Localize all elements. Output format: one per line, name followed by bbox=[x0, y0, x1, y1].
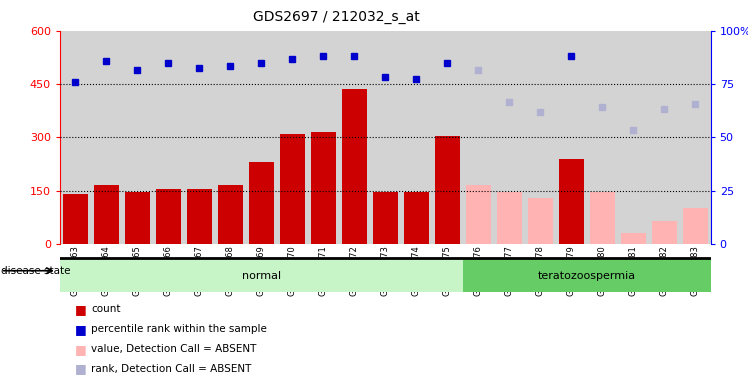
Bar bbox=[494, 31, 524, 244]
Text: rank, Detection Call = ABSENT: rank, Detection Call = ABSENT bbox=[91, 364, 251, 374]
FancyBboxPatch shape bbox=[60, 259, 463, 292]
Bar bbox=[524, 31, 556, 244]
Bar bbox=[373, 192, 398, 244]
Text: disease state: disease state bbox=[1, 266, 70, 276]
Bar bbox=[680, 31, 711, 244]
Bar bbox=[125, 192, 150, 244]
Bar bbox=[187, 189, 212, 244]
Text: GDS2697 / 212032_s_at: GDS2697 / 212032_s_at bbox=[254, 10, 420, 23]
FancyBboxPatch shape bbox=[463, 259, 711, 292]
Bar bbox=[683, 208, 708, 244]
Bar bbox=[60, 31, 91, 244]
Bar bbox=[370, 31, 401, 244]
Bar bbox=[559, 159, 583, 244]
Bar bbox=[618, 31, 649, 244]
Bar bbox=[589, 192, 615, 244]
Bar bbox=[311, 132, 336, 244]
Bar bbox=[528, 198, 553, 244]
Bar bbox=[649, 31, 680, 244]
Text: normal: normal bbox=[242, 271, 280, 281]
Text: ■: ■ bbox=[75, 362, 87, 376]
Bar bbox=[218, 185, 242, 244]
Bar bbox=[184, 31, 215, 244]
Bar bbox=[280, 134, 304, 244]
Bar bbox=[63, 194, 88, 244]
Text: value, Detection Call = ABSENT: value, Detection Call = ABSENT bbox=[91, 344, 257, 354]
Bar bbox=[215, 31, 246, 244]
Bar bbox=[586, 31, 618, 244]
Text: percentile rank within the sample: percentile rank within the sample bbox=[91, 324, 267, 334]
Bar bbox=[246, 31, 277, 244]
Text: teratozoospermia: teratozoospermia bbox=[538, 271, 636, 281]
Bar bbox=[497, 192, 521, 244]
Bar bbox=[339, 31, 370, 244]
Bar bbox=[432, 31, 463, 244]
Bar bbox=[122, 31, 153, 244]
Bar bbox=[401, 31, 432, 244]
Text: ■: ■ bbox=[75, 303, 87, 316]
Bar bbox=[466, 185, 491, 244]
Text: ■: ■ bbox=[75, 323, 87, 336]
Bar bbox=[277, 31, 307, 244]
Bar bbox=[435, 136, 459, 244]
Bar bbox=[556, 31, 586, 244]
Bar bbox=[463, 31, 494, 244]
Bar bbox=[91, 31, 122, 244]
Bar bbox=[621, 233, 646, 244]
Bar bbox=[404, 192, 429, 244]
Bar bbox=[94, 185, 119, 244]
Bar bbox=[342, 89, 367, 244]
Bar bbox=[652, 221, 676, 244]
Bar bbox=[156, 189, 181, 244]
Bar bbox=[249, 162, 274, 244]
Bar bbox=[307, 31, 339, 244]
Bar bbox=[153, 31, 184, 244]
Text: count: count bbox=[91, 304, 120, 314]
Text: ■: ■ bbox=[75, 343, 87, 356]
